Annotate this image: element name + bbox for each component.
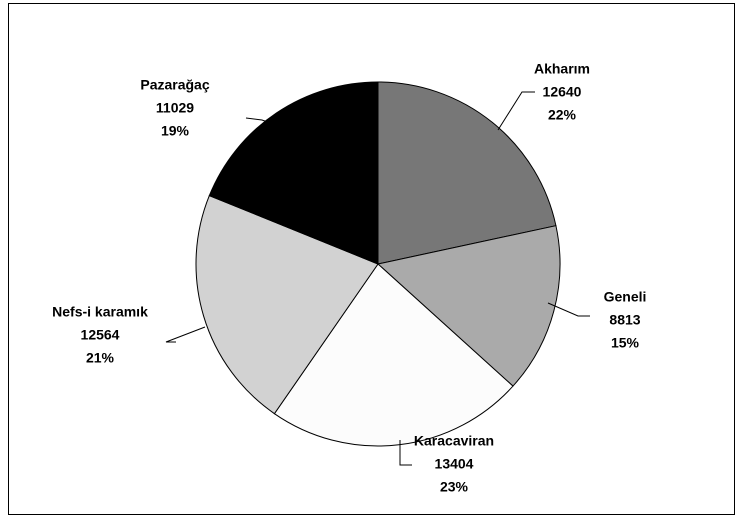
pie-slice	[376, 225, 561, 387]
slice-percent: 15%	[611, 335, 640, 351]
slice-value: 12640	[543, 84, 582, 100]
slice-value: 13404	[435, 456, 474, 472]
slice-name: Akharım	[534, 61, 590, 77]
pie-slice	[377, 81, 557, 265]
leader-line	[547, 302, 590, 317]
leader-line	[497, 91, 535, 131]
leader-line	[399, 440, 412, 466]
slice-name: Karacaviran	[414, 433, 494, 449]
slice-name: Nefs-i karamık	[52, 304, 148, 320]
slice-value: 8813	[609, 312, 640, 328]
pie-slice	[273, 263, 514, 447]
slice-percent: 23%	[440, 479, 469, 495]
slice-name: Pazarağaç	[140, 77, 209, 93]
slice-percent: 19%	[161, 123, 190, 139]
leader-line	[165, 326, 206, 343]
slice-value: 12564	[81, 327, 120, 343]
slice-name: Geneli	[604, 289, 647, 305]
slice-percent: 21%	[86, 350, 115, 366]
pie-slice	[208, 81, 379, 265]
leader-line	[245, 117, 277, 126]
pie-slice	[195, 194, 379, 415]
slice-percent: 22%	[548, 107, 577, 123]
slice-value: 11029	[156, 100, 194, 116]
